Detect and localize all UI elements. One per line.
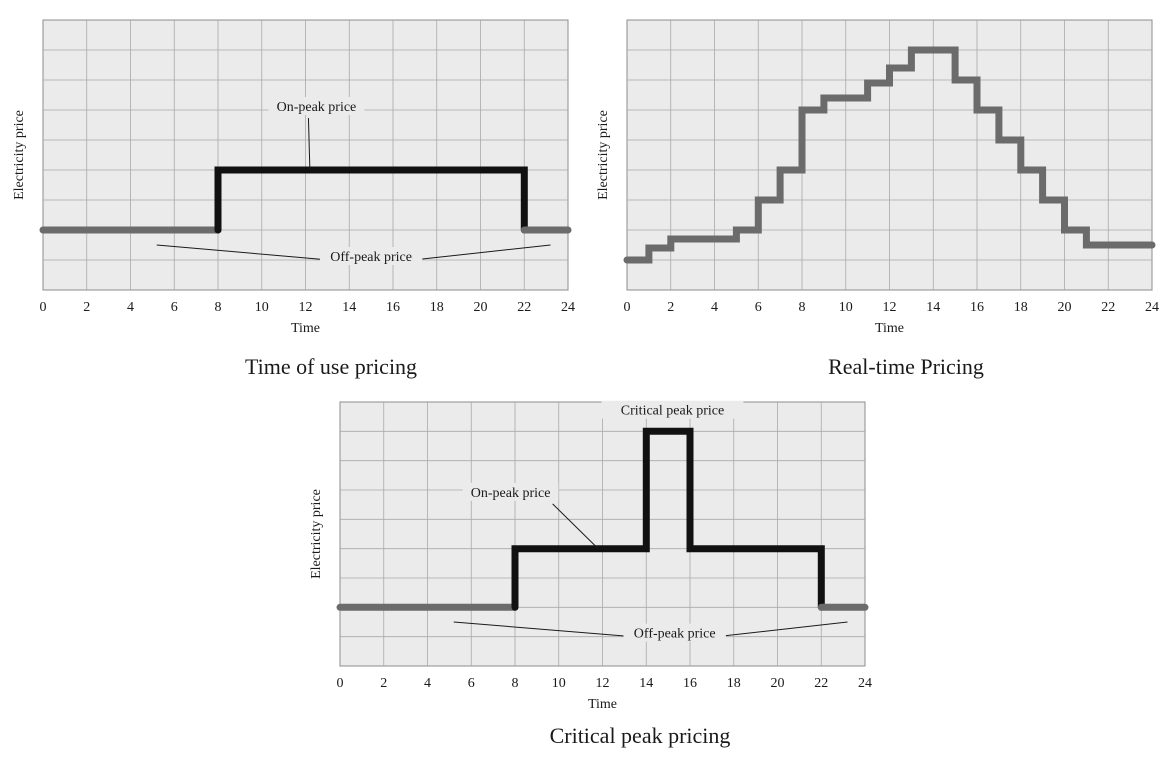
x-tick-label: 8: [512, 676, 519, 691]
x-tick-label: 24: [561, 300, 575, 315]
x-tick-label: 22: [1101, 300, 1115, 315]
x-tick-label: 20: [474, 300, 488, 315]
chart-title: Real-time Pricing: [828, 354, 984, 379]
annotation-leader-line: [307, 117, 311, 171]
x-tick-label: 18: [727, 676, 741, 691]
annotation-label: Off-peak price: [634, 627, 716, 642]
x-tick-label: 20: [771, 676, 785, 691]
x-tick-label: 2: [83, 300, 90, 315]
x-tick-label: 10: [839, 300, 853, 315]
annotation-leader-line: [453, 621, 633, 638]
x-tick-label: 6: [755, 300, 762, 315]
annotation-leader-line: [716, 621, 848, 638]
x-tick-label: 14: [342, 300, 356, 315]
x-tick-label: 10: [552, 676, 566, 691]
x-tick-label: 12: [299, 300, 313, 315]
x-tick-label: 2: [380, 676, 387, 691]
x-axis-label: Time: [875, 321, 904, 336]
x-tick-label: 8: [215, 300, 222, 315]
x-tick-label: 24: [858, 676, 872, 691]
x-tick-label: 8: [799, 300, 806, 315]
y-axis-label: Electricity price: [309, 489, 324, 579]
x-axis-label: Time: [291, 321, 320, 336]
y-axis-label: Electricity price: [596, 110, 611, 200]
x-tick-label: 14: [639, 676, 653, 691]
annotation-label: Off-peak price: [330, 250, 412, 265]
x-tick-label: 4: [127, 300, 134, 315]
x-tick-label: 4: [711, 300, 718, 315]
x-axis-label: Time: [588, 697, 617, 712]
annotation-leader-line: [156, 244, 330, 261]
x-tick-label: 18: [430, 300, 444, 315]
annotation-leader-line: [413, 244, 551, 261]
x-tick-label: 2: [667, 300, 674, 315]
x-tick-label: 16: [970, 300, 984, 315]
x-tick-label: 14: [926, 300, 940, 315]
x-tick-label: 6: [468, 676, 475, 691]
annotation-label: On-peak price: [471, 486, 551, 501]
annotation-leader-line: [552, 503, 599, 550]
chart-title: Time of use pricing: [245, 354, 417, 379]
x-tick-label: 0: [624, 300, 631, 315]
x-tick-label: 16: [386, 300, 400, 315]
x-tick-label: 18: [1014, 300, 1028, 315]
x-tick-label: 12: [883, 300, 897, 315]
x-tick-label: 0: [337, 676, 344, 691]
x-tick-label: 22: [517, 300, 531, 315]
x-tick-label: 16: [683, 676, 697, 691]
series-line: [214, 166, 528, 234]
annotation-label-background: [268, 97, 365, 115]
x-tick-label: 6: [171, 300, 178, 315]
series-line: [511, 427, 825, 611]
x-tick-label: 10: [255, 300, 269, 315]
annotation-label-background: [462, 482, 559, 501]
chart-title: Critical peak pricing: [550, 723, 731, 748]
x-tick-label: 0: [40, 300, 47, 315]
x-tick-label: 12: [596, 676, 610, 691]
x-tick-label: 24: [1145, 300, 1159, 315]
annotation-label-background: [623, 623, 726, 642]
y-axis-label: Electricity price: [12, 110, 27, 200]
annotation-label-background: [601, 400, 744, 419]
x-tick-label: 4: [424, 676, 431, 691]
annotation-label: On-peak price: [277, 100, 357, 115]
x-tick-label: 20: [1058, 300, 1072, 315]
annotation-label-background: [319, 247, 423, 265]
x-tick-label: 22: [814, 676, 828, 691]
series-line: [623, 46, 1156, 264]
annotation-label: Critical peak price: [621, 404, 724, 419]
